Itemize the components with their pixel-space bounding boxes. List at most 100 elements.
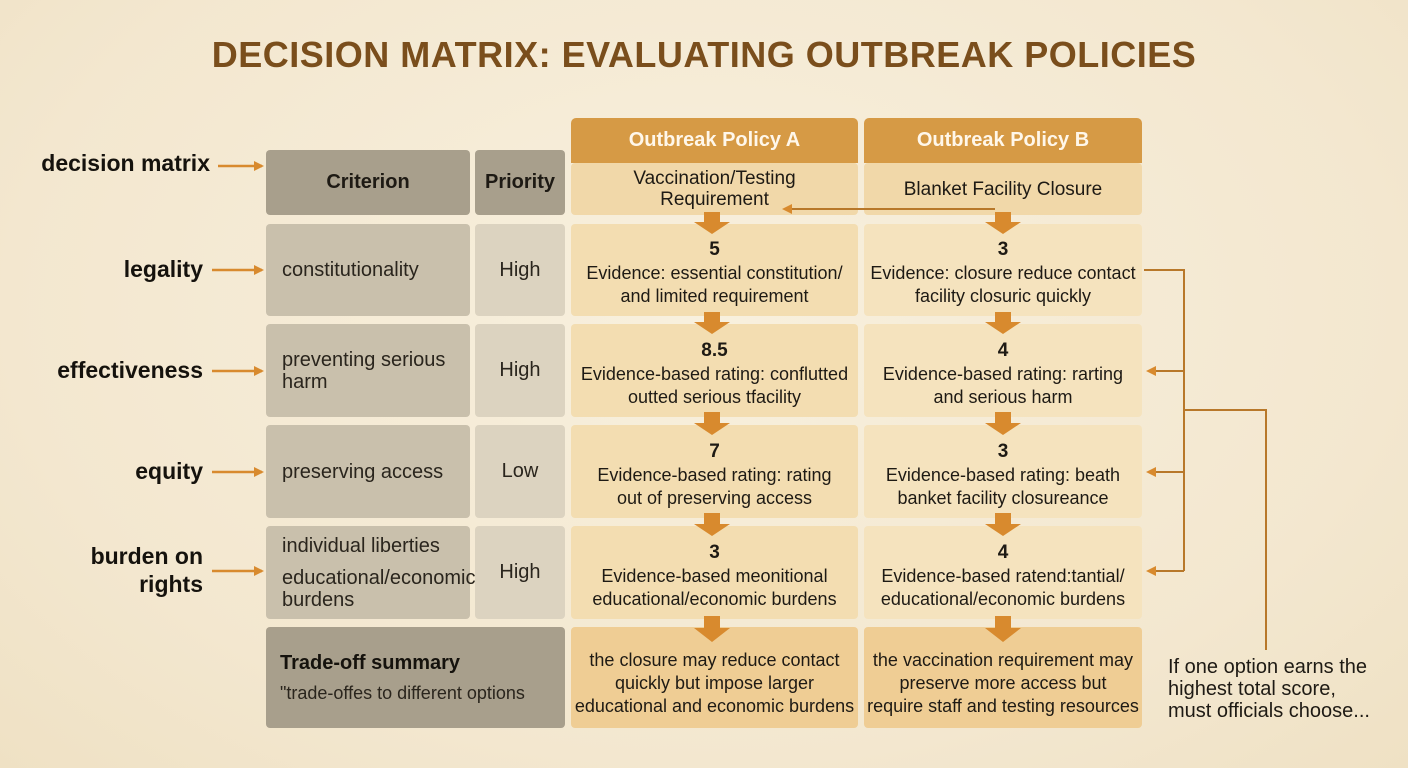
policy-b-score: 3 <box>997 440 1009 462</box>
priority-text: High <box>499 561 541 583</box>
flow-arrow-b-1 <box>985 212 1021 234</box>
right-bracket-connector <box>1144 269 1267 650</box>
criterion-text: educational/economic <box>282 566 476 589</box>
column-flow-arrows <box>694 212 1021 642</box>
policy-b-evidence-line2: and serious harm <box>933 386 1073 407</box>
criterion-text: constitutionality <box>282 259 419 281</box>
policy-b-evidence-line1: Evidence: closure reduce contact <box>870 263 1136 283</box>
note-line3: must officials choose... <box>1168 700 1370 722</box>
policy-b-score: 4 <box>997 339 1009 361</box>
row-criterion: preserving access <box>266 425 470 518</box>
row-criterion: preventing serious harm <box>266 324 470 417</box>
label-legality: legality <box>123 256 203 282</box>
policy-a-evidence-line2: outted serious tfacility <box>627 386 802 407</box>
policy-b-evidence-line1: Evidence-based rating: beath <box>885 464 1121 485</box>
flow-arrow-a-5 <box>694 616 730 642</box>
policy-b-summary-line2: preserve more access but <box>899 673 1107 693</box>
policy-b-evidence-line2: educational/economic burdens <box>880 588 1126 609</box>
policy-b-evidence-line1: Evidence-based rating: rarting <box>882 363 1124 384</box>
criterion-text: preserving access <box>282 460 444 483</box>
policy-a-subheader: Vaccination/Testing Requirement <box>571 163 858 215</box>
policy-b-sub: Blanket Facility Closure <box>903 178 1103 200</box>
row-priority: High <box>475 224 565 316</box>
policy-a-summary-line3: educational and economic burdens <box>574 696 855 716</box>
label-decision-matrix: decision matrix <box>41 150 210 176</box>
header-criterion: Criterion <box>266 150 470 215</box>
tradeoff-summary-label: Trade-off summary "trade-offes to differ… <box>266 627 565 728</box>
policy-a-evidence-line1: Evidence-based meonitional <box>601 565 828 586</box>
criterion-text: harm <box>282 370 328 393</box>
policy-a-sub-line1: Vaccination/Testing <box>633 168 796 189</box>
header-priority: Priority <box>475 150 565 215</box>
policy-b-summary-line1: the vaccination requirement may <box>872 650 1134 670</box>
policy-b-evidence-line2: facility closuric quickly <box>914 286 1092 306</box>
policy-a-evidence-line2: out of preserving access <box>616 487 813 508</box>
flow-arrow-b-3 <box>985 412 1021 435</box>
policy-b-cell: 4 Evidence-based rating: rarting and ser… <box>864 324 1142 417</box>
policy-b-subheader: Blanket Facility Closure <box>864 163 1142 215</box>
tradeoff-summary-subtitle: "trade-offes to different options <box>280 682 525 703</box>
note-line1: If one option earns the <box>1168 656 1368 678</box>
policy-b-score: 4 <box>997 541 1009 563</box>
policy-a-score: 5 <box>709 239 720 260</box>
flow-arrow-a-1 <box>694 212 730 234</box>
flow-arrow-b-2 <box>985 312 1021 334</box>
policy-a-title: Outbreak Policy A <box>628 129 801 151</box>
criterion-text: individual liberties <box>282 534 440 557</box>
flow-arrow-b-5 <box>985 616 1021 642</box>
policy-a-summary-line1: the closure may reduce contact <box>589 650 840 670</box>
label-burden-line2: rights <box>139 571 203 597</box>
label-effectiveness: effectiveness <box>57 357 203 383</box>
policy-a-evidence-line1: Evidence-based rating: rating <box>597 464 832 485</box>
policy-b-header: Outbreak Policy B <box>864 118 1142 163</box>
row-priority: Low <box>475 425 565 518</box>
flow-arrow-a-3 <box>694 412 730 435</box>
priority-text: Low <box>501 460 539 482</box>
policy-b-summary-line3: require staff and testing resources <box>867 696 1139 716</box>
flow-arrow-b-4 <box>985 513 1021 536</box>
header-criterion-label: Criterion <box>326 171 410 193</box>
policy-a-cell: 5 Evidence: essential constitution/ and … <box>571 224 858 316</box>
note-line2: highest total score, <box>1168 678 1336 700</box>
policy-a-score: 8.5 <box>701 339 728 361</box>
label-burden-line1: burden on <box>90 543 203 569</box>
label-burden-on-rights: burden on rights <box>20 542 203 598</box>
policy-a-sub-line2: Requirement <box>660 189 769 210</box>
policy-b-cell: 4 Evidence-based ratend:tantial/ educati… <box>864 526 1142 619</box>
policy-a-cell: 3 Evidence-based meonitional educational… <box>571 526 858 619</box>
policy-a-header: Outbreak Policy A <box>571 118 858 163</box>
policy-b-cell: 3 Evidence-based rating: beath banket fa… <box>864 425 1142 518</box>
criterion-text: preventing serious <box>282 348 446 371</box>
policy-b-summary: the vaccination requirement may preserve… <box>864 627 1142 728</box>
page-title: DECISION MATRIX: EVALUATING OUTBREAK POL… <box>211 34 1197 75</box>
policy-a-cell: 8.5 Evidence-based rating: conflutted ou… <box>571 324 858 417</box>
policy-a-cell: 7 Evidence-based rating: rating out of p… <box>571 425 858 518</box>
policy-a-evidence-line2: educational/economic burdens <box>592 588 837 609</box>
policy-a-evidence-line1: Evidence-based rating: conflutted <box>580 363 849 384</box>
criterion-text: burdens <box>282 588 355 611</box>
policy-b-score: 3 <box>997 239 1009 260</box>
policy-a-evidence-line1: Evidence: essential constitution/ <box>586 263 843 283</box>
tradeoff-summary-title: Trade-off summary <box>280 651 461 674</box>
row-priority: High <box>475 526 565 619</box>
policy-a-evidence-line2: and limited requirement <box>620 286 809 306</box>
policy-b-title: Outbreak Policy B <box>916 129 1090 151</box>
row-criterion: individual liberties educational/economi… <box>266 526 476 619</box>
policy-b-evidence-line1: Evidence-based ratend:tantial/ <box>881 565 1125 586</box>
row-priority: High <box>475 324 565 417</box>
row-criterion: constitutionality <box>266 224 470 316</box>
policy-b-evidence-line2: banket facility closureance <box>897 487 1109 508</box>
priority-text: High <box>499 359 541 381</box>
policy-b-cell: 3 Evidence: closure reduce contact facil… <box>864 224 1142 316</box>
header-priority-label: Priority <box>484 171 556 193</box>
policy-a-summary: the closure may reduce contact quickly b… <box>571 627 858 728</box>
flow-arrow-a-2 <box>694 312 730 334</box>
policy-a-summary-line2: quickly but impose larger <box>614 673 815 693</box>
priority-text: High <box>499 258 541 281</box>
label-equity: equity <box>135 458 203 484</box>
flow-arrow-a-4 <box>694 513 730 536</box>
policy-a-score: 3 <box>709 541 720 563</box>
closing-question-note: If one option earns the highest total sc… <box>1168 656 1370 722</box>
policy-a-score: 7 <box>709 440 720 462</box>
